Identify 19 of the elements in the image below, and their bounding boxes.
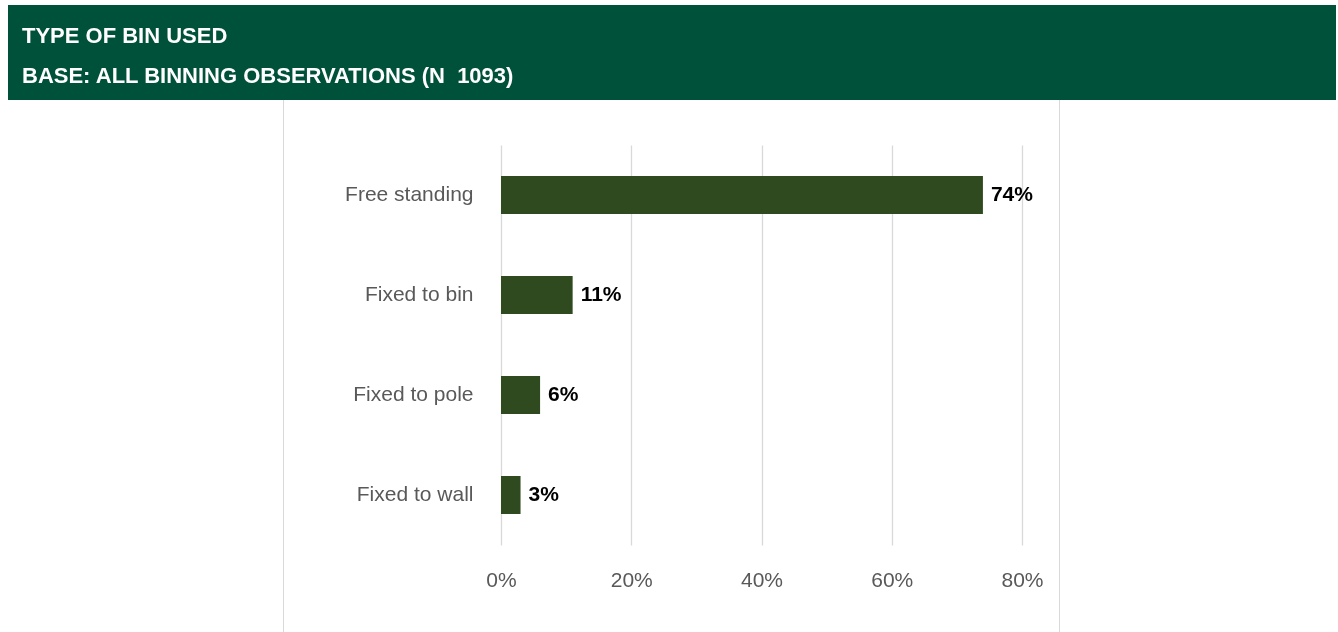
x-tick-label: 80% — [1001, 567, 1044, 591]
bar — [501, 276, 573, 314]
y-tick-label: Fixed to bin — [364, 282, 474, 305]
x-tick-label: 40% — [740, 567, 784, 591]
x-tick-label: 0% — [486, 567, 517, 591]
bar — [501, 376, 541, 414]
text: TYPE OF BIN USED — [22, 23, 228, 49]
y-tick-label: Free standing — [345, 182, 474, 205]
data-label: 11% — [580, 282, 622, 305]
data-label: 74% — [990, 182, 1034, 205]
y-tick-label: Fixed to wall — [356, 482, 474, 505]
x-tick-label: 20% — [610, 567, 653, 591]
x-tick-label: 60% — [871, 567, 914, 591]
bar — [501, 176, 983, 214]
bar — [501, 476, 521, 514]
y-tick-label: Fixed to pole — [353, 382, 474, 405]
data-label: 3% — [528, 482, 560, 505]
data-label: 6% — [548, 382, 579, 405]
text: BASE: ALL BINNING OBSERVATIONS (N 1093) — [22, 63, 514, 89]
